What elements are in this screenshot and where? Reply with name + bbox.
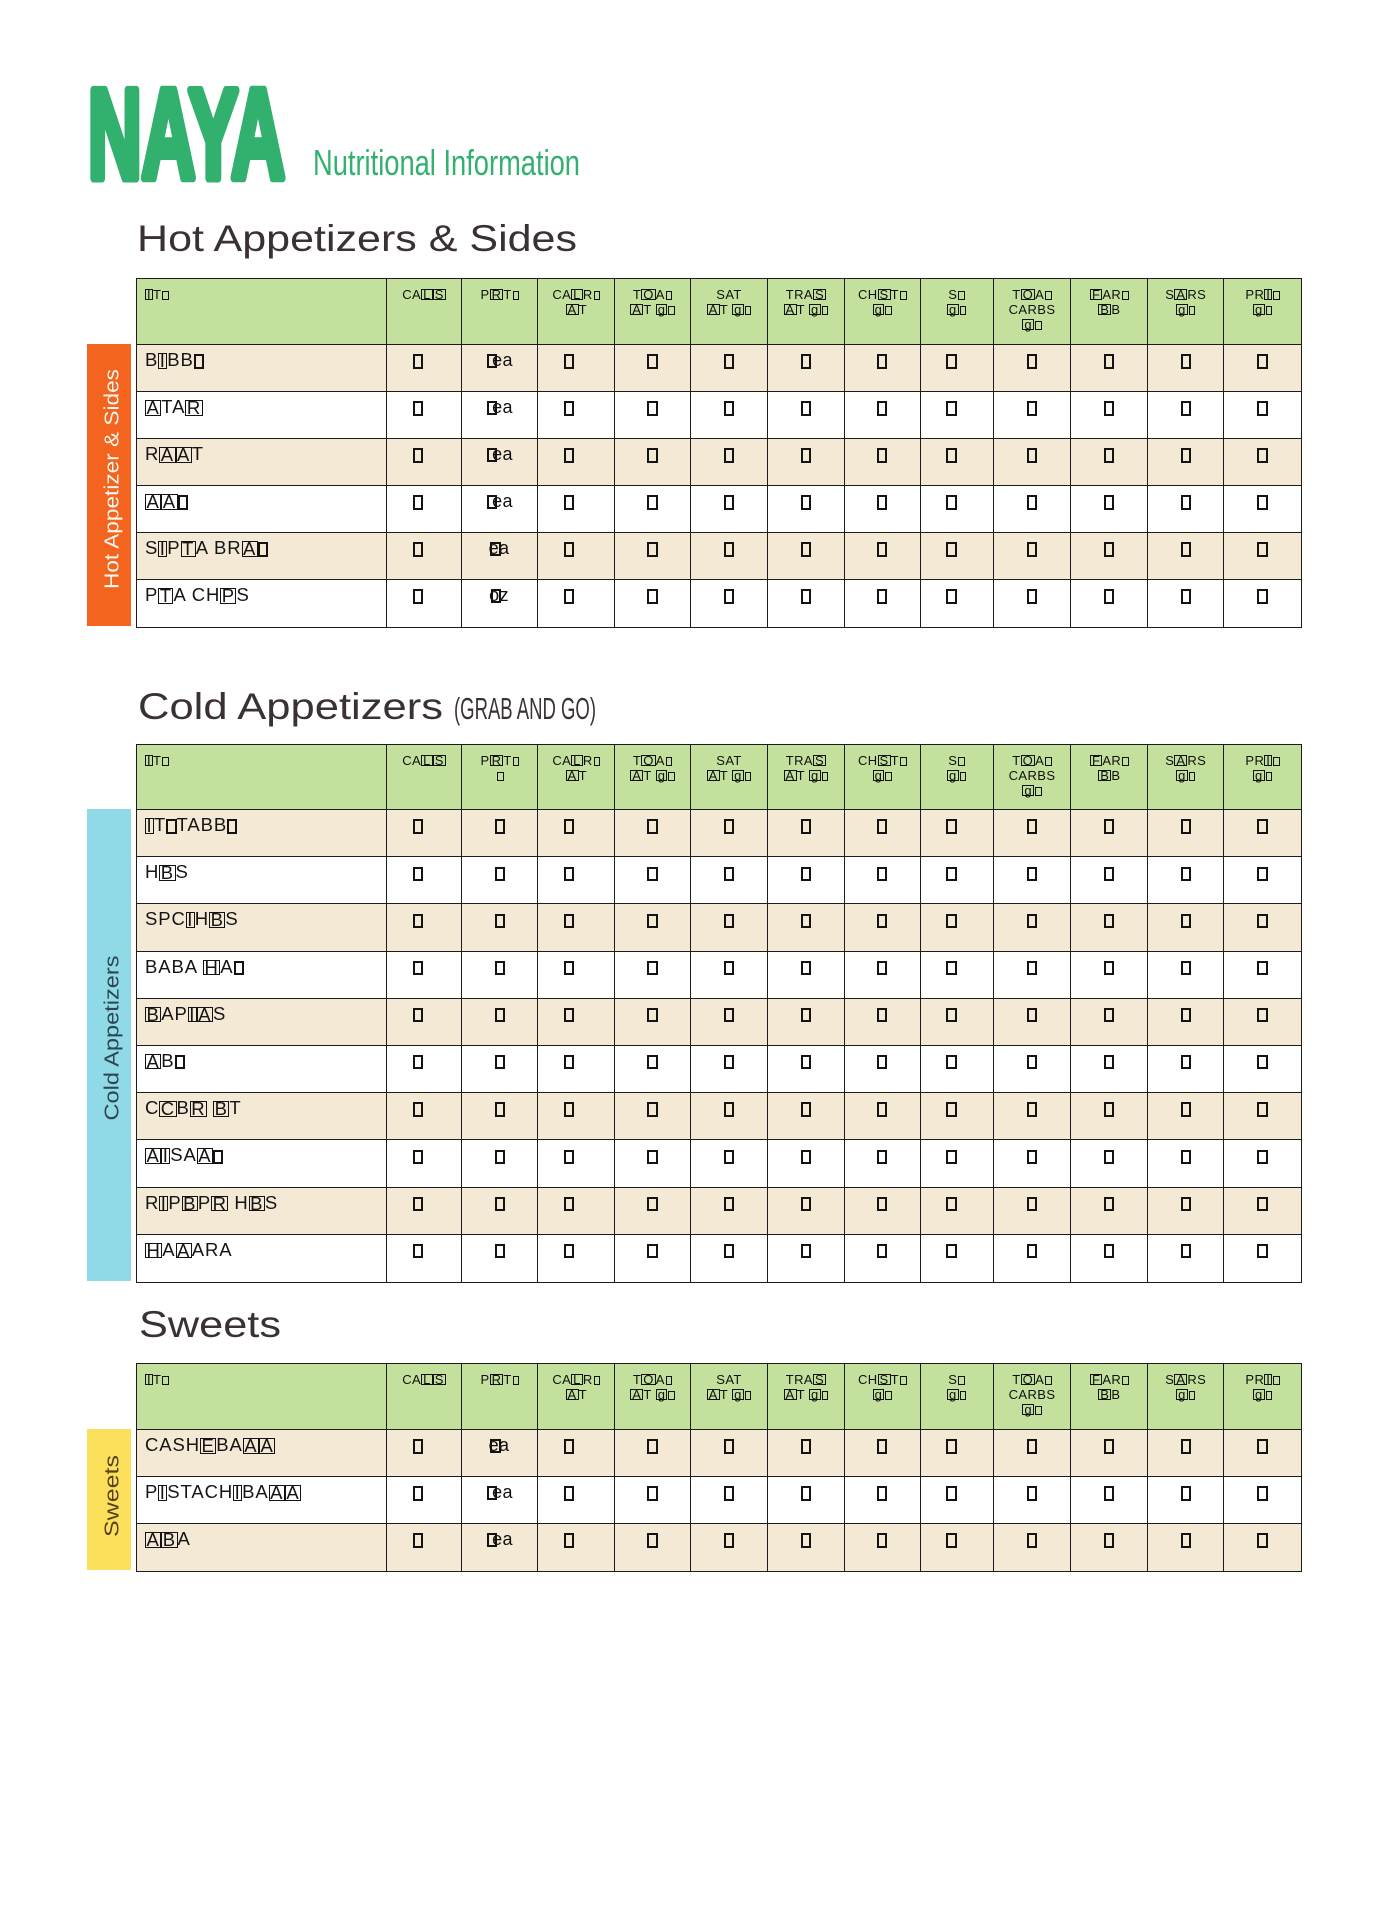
svg-text:NAYA: NAYA <box>88 63 285 205</box>
svg-text:Sweets: Sweets <box>102 1455 124 1537</box>
svg-text:Sweets: Sweets <box>139 1304 281 1345</box>
svg-text:Cold Appetizers: Cold Appetizers <box>102 956 124 1121</box>
svg-text:(GRAB AND GO): (GRAB AND GO) <box>454 691 596 726</box>
svg-text:Hot Appetizer & Sides: Hot Appetizer & Sides <box>102 369 124 589</box>
svg-text:Nutritional Information: Nutritional Information <box>313 142 580 183</box>
svg-text:Hot Appetizers & Sides: Hot Appetizers & Sides <box>137 218 577 259</box>
svg-text:Cold Appetizers: Cold Appetizers <box>138 686 443 727</box>
